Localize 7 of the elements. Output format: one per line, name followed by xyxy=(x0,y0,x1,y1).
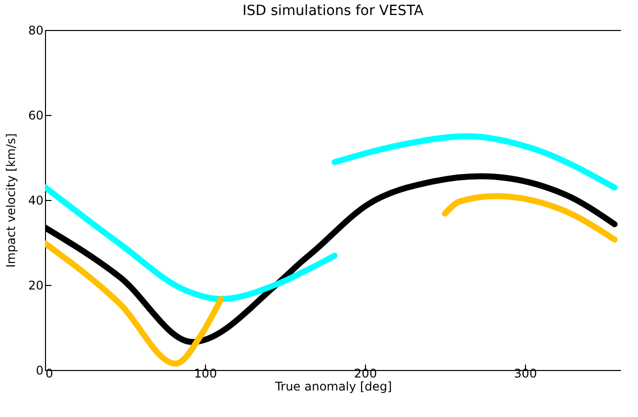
y-tick-label: 60 xyxy=(28,108,44,122)
chart-title: ISD simulations for VESTA xyxy=(242,3,424,19)
y-tick-label: 80 xyxy=(28,24,44,38)
y-axis-title: Impact velocity [km/s] xyxy=(4,133,18,268)
x-axis-title: True anomaly [deg] xyxy=(274,380,392,394)
y-tick-label: 40 xyxy=(28,194,44,208)
y-tick-label: 20 xyxy=(28,278,44,292)
